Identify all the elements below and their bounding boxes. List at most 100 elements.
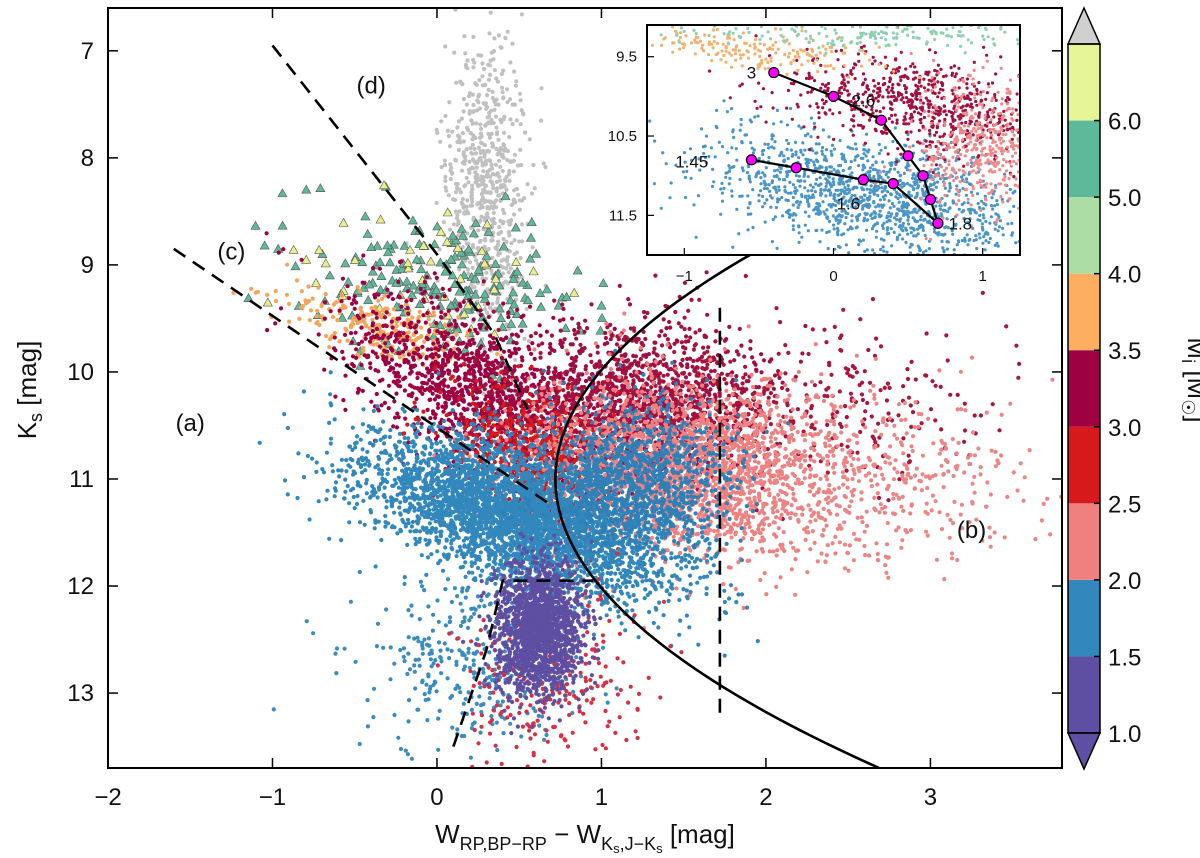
data-point [652, 346, 657, 351]
data-point [316, 332, 321, 337]
data-point [544, 329, 550, 334]
data-point [316, 285, 321, 290]
data-point [447, 144, 453, 149]
data-point [442, 344, 447, 350]
data-point [484, 213, 489, 218]
data-point [497, 158, 502, 163]
data-point [433, 436, 439, 442]
data-point [276, 250, 281, 255]
data-point [578, 342, 583, 347]
data-point [494, 76, 499, 81]
data-point [567, 377, 572, 382]
data-point [406, 311, 411, 316]
data-point [475, 177, 480, 183]
data-point [425, 256, 436, 266]
data-point [520, 239, 525, 244]
data-point [446, 193, 451, 198]
data-point [482, 382, 488, 388]
data-point [368, 365, 373, 370]
data-point [395, 411, 400, 416]
data-point [512, 102, 518, 107]
data-point [535, 288, 546, 297]
data-point [766, 395, 771, 400]
data-point [596, 300, 607, 310]
data-point [359, 325, 364, 330]
data-point [454, 331, 459, 336]
data-point [466, 167, 472, 172]
data-point [490, 95, 495, 101]
data-point [495, 171, 500, 176]
data-point [333, 394, 338, 399]
data-point [743, 364, 748, 369]
data-point [768, 422, 774, 427]
data-point [434, 200, 439, 205]
data-point [688, 335, 693, 340]
data-point [496, 239, 501, 244]
data-point [495, 243, 500, 248]
data-point [374, 315, 379, 320]
data-point [332, 330, 337, 336]
data-point [301, 184, 312, 194]
data-point [264, 231, 269, 236]
data-point [352, 306, 357, 311]
data-point [748, 339, 753, 344]
data-point [360, 388, 365, 393]
data-point [767, 359, 772, 364]
data-point [324, 333, 329, 339]
data-point [704, 366, 709, 371]
data-point [407, 371, 412, 376]
data-point [402, 388, 407, 393]
data-point [470, 337, 475, 342]
data-point [401, 338, 406, 343]
data-point [385, 287, 390, 292]
data-point [473, 81, 478, 86]
data-point [479, 174, 484, 179]
data-point [470, 218, 481, 228]
data-point [443, 185, 448, 190]
data-point [482, 387, 487, 392]
data-point [433, 346, 438, 351]
data-point [448, 162, 453, 167]
data-point [682, 315, 687, 320]
data-point [576, 321, 581, 326]
data-point [457, 267, 462, 272]
data-point [589, 359, 594, 364]
data-point [348, 331, 354, 336]
data-point [500, 207, 505, 212]
data-point [691, 358, 696, 364]
data-point [352, 294, 357, 299]
data-point [739, 390, 744, 395]
data-point [571, 356, 576, 361]
data-point [441, 409, 446, 414]
data-point [700, 366, 705, 371]
data-point [430, 386, 435, 391]
data-point [287, 319, 292, 324]
data-point [457, 376, 462, 381]
data-point [876, 421, 881, 426]
data-point [497, 150, 502, 155]
data-point [527, 347, 532, 352]
data-point [259, 240, 270, 250]
data-point [693, 369, 698, 374]
data-point [722, 377, 727, 382]
data-point [561, 291, 572, 301]
data-point [457, 259, 468, 269]
data-point [495, 296, 501, 301]
data-point [422, 289, 427, 294]
data-point [431, 341, 436, 346]
data-point [361, 345, 366, 351]
data-point [501, 349, 507, 354]
data-point [453, 322, 459, 327]
data-point [962, 428, 968, 433]
data-point [306, 284, 311, 289]
data-point [519, 12, 525, 17]
data-point [670, 376, 675, 381]
data-point [537, 323, 542, 328]
data-point [649, 385, 654, 390]
data-point [473, 161, 478, 166]
data-point [510, 41, 515, 46]
data-point [443, 312, 448, 317]
data-point [515, 307, 520, 312]
data-point [434, 127, 439, 132]
data-point [516, 364, 521, 369]
